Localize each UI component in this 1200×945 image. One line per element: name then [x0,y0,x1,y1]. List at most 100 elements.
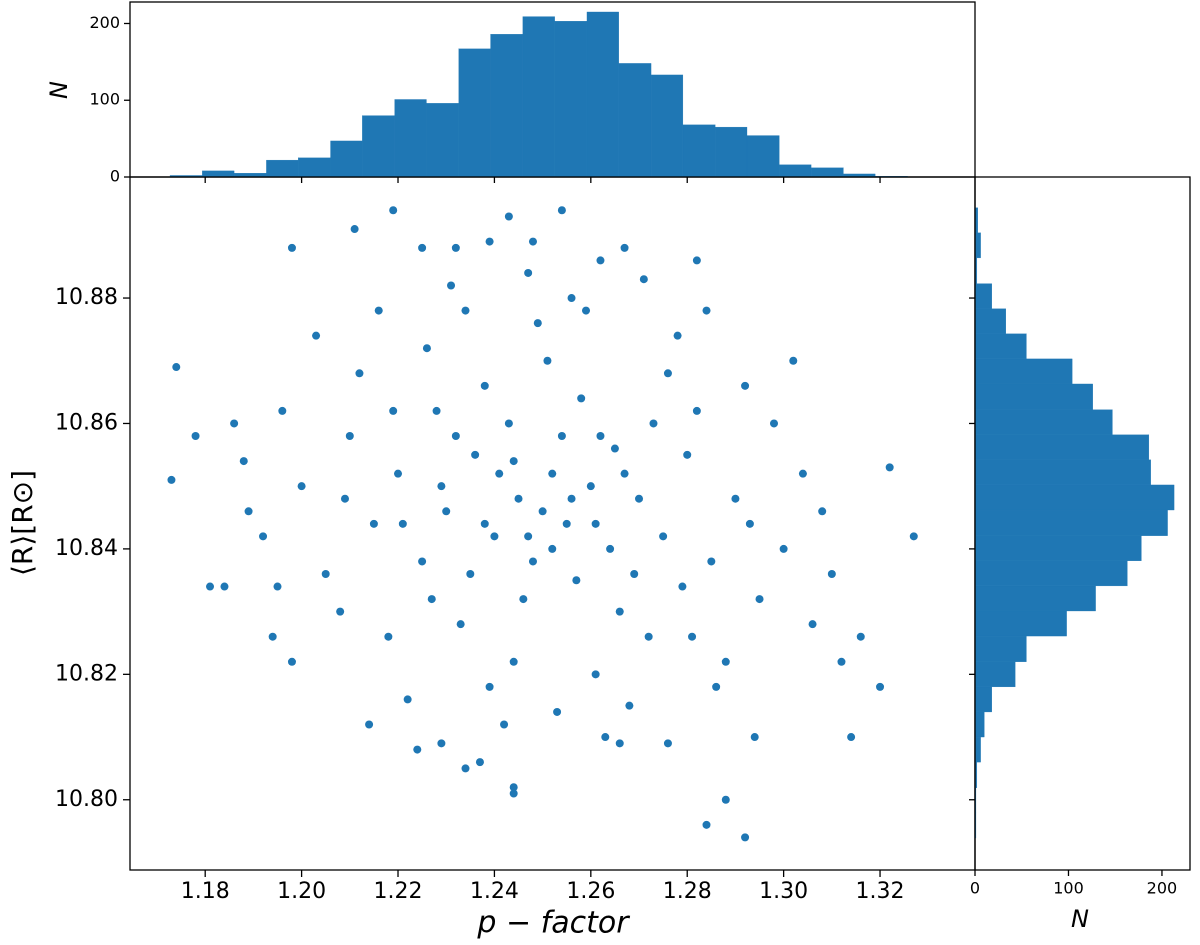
scatter-point [451,432,460,441]
scatter-point [615,607,624,616]
scatter-point [447,281,456,290]
histogram-bar [974,736,981,763]
scatter-point [287,243,296,252]
histogram-bar [974,283,992,309]
scatter-point [567,294,576,303]
histogram-bar [974,635,1027,662]
histogram-bar [974,585,1096,612]
scatter-point [779,544,788,553]
scatter-point [509,657,518,666]
histogram-bar [522,16,555,178]
scatter-point [721,795,730,804]
x-tick-label: 1.18 [181,879,230,904]
scatter-point [495,469,504,478]
scatter-point [336,607,345,616]
scatter-point [350,225,359,234]
axes-frame [129,1,976,178]
scatter-point [504,419,513,428]
scatter-point [259,532,268,541]
histogram-bar [298,157,331,178]
scatter-point [659,532,668,541]
scatter-point [172,363,181,372]
scatter-point [553,707,562,716]
scatter-point [514,494,523,503]
scatter-point [630,569,639,578]
scatter-point [620,243,629,252]
axes-frame [129,176,976,871]
histogram-bar [974,686,992,713]
scatter-point [273,582,282,591]
scatter-point [509,457,518,466]
scatter-point [451,243,460,252]
y-tick-label: 10.84 [55,536,118,561]
scatter-point [683,450,692,459]
scatter-point [577,394,586,403]
top-hist-y-label: N [45,81,73,99]
scatter-point [418,243,427,252]
histogram-bar [974,434,1150,460]
scatter-point [524,268,533,277]
right-hist-x-label: N [1071,905,1089,933]
scatter-point [528,557,537,566]
scatter-point [557,432,566,441]
scatter-point [312,331,321,340]
scatter-point [369,519,378,528]
scatter-point [567,494,576,503]
y-tick-label: 10.82 [55,661,118,686]
histogram-bar [974,560,1128,587]
scatter-point [712,682,721,691]
histogram-bar [330,140,363,178]
scatter-point [475,758,484,767]
histogram-bar [974,711,985,738]
scatter-point [230,419,239,428]
histogram-bar [974,509,1168,536]
histogram-bar [810,167,844,178]
scatter-point [206,582,215,591]
scatter-point [355,369,364,378]
x-tick-label: 1.30 [759,879,808,904]
scatter-point [480,519,489,528]
scatter-point [548,469,557,478]
histogram-bar [974,459,1151,486]
scatter-point [827,569,836,578]
scatter-point [885,463,894,472]
histogram-bar [779,164,812,178]
scatter-point [649,419,658,428]
scatter-point [427,595,436,604]
x-tick-label: 200 [1147,879,1178,898]
scatter-point [413,745,422,754]
y-axis-label: ⟨R⟩[R⊙] [6,470,39,576]
scatter-point [562,519,571,528]
x-tick-label: 100 [1053,879,1084,898]
scatter-point [620,469,629,478]
x-tick-label: 1.26 [566,879,615,904]
x-tick-label: 1.20 [277,879,326,904]
scatter-point [572,576,581,585]
histogram-bar [746,135,780,178]
scatter-point [663,369,672,378]
scatter-point [818,507,827,516]
scatter-point [750,733,759,742]
histogram-bar [490,34,524,178]
histogram-bar [974,484,1175,511]
scatter-point [528,237,537,246]
scatter-point [586,482,595,491]
scatter-point [220,582,229,591]
scatter-point [461,306,470,315]
scatter-point [471,450,480,459]
scatter-point [442,507,451,516]
scatter-point [533,319,542,328]
scatter-point [741,381,750,390]
histogram-bar [974,308,1006,334]
histogram-bar [715,126,748,178]
scatter-point [278,406,287,415]
scatter-point [321,569,330,578]
scatter-point [239,457,248,466]
scatter-point [582,306,591,315]
scatter-point [389,206,398,215]
scatter-point [466,569,475,578]
scatter-point [615,739,624,748]
scatter-point [548,544,557,553]
scatter-point [610,444,619,453]
scatter-point [422,344,431,353]
